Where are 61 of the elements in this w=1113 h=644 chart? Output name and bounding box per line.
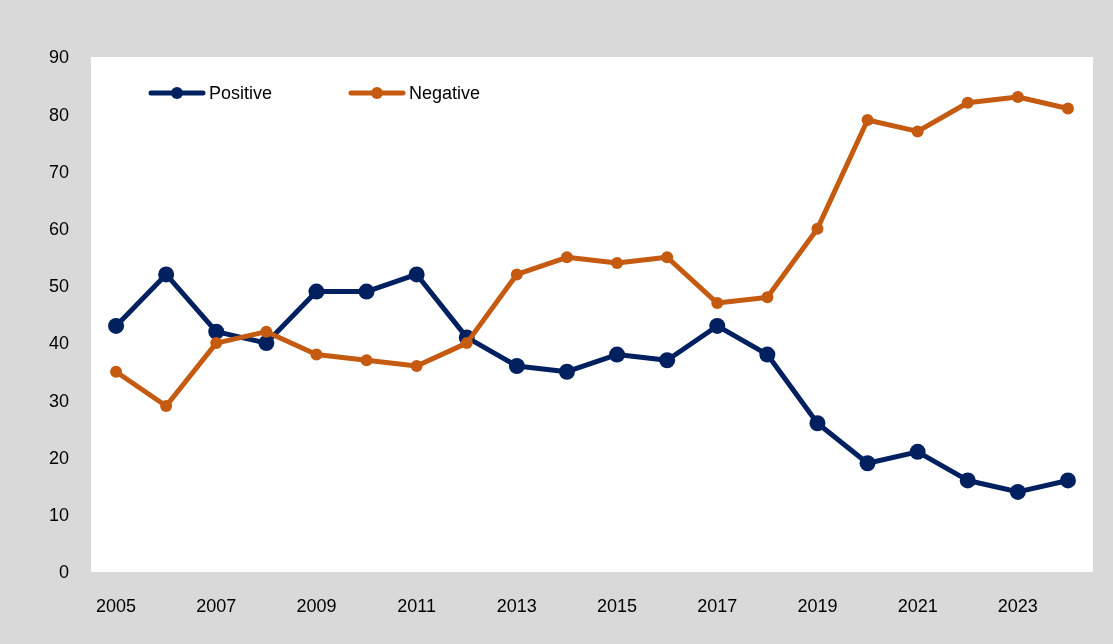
y-tick-label: 10 bbox=[48, 505, 69, 526]
point bbox=[560, 251, 573, 264]
point bbox=[611, 257, 624, 269]
y-tick-label: 0 bbox=[58, 562, 69, 583]
y-tick-label: 40 bbox=[48, 333, 69, 354]
point bbox=[408, 266, 425, 283]
point bbox=[661, 251, 674, 264]
point bbox=[158, 266, 175, 283]
point bbox=[961, 96, 974, 109]
y-tick-label: 50 bbox=[48, 276, 69, 297]
x-tick-label: 2017 bbox=[697, 596, 738, 616]
y-tick-label: 30 bbox=[48, 390, 69, 411]
point bbox=[659, 352, 676, 369]
x-tick-label: 2007 bbox=[196, 596, 237, 616]
point bbox=[108, 317, 125, 334]
point bbox=[1011, 91, 1024, 104]
x-tick-label: 2013 bbox=[496, 596, 537, 616]
point bbox=[759, 346, 776, 363]
point bbox=[811, 222, 824, 235]
point bbox=[709, 317, 726, 334]
y-tick-label: 20 bbox=[48, 447, 69, 468]
point bbox=[558, 363, 575, 380]
x-tick-label: 2019 bbox=[797, 596, 838, 616]
point bbox=[360, 354, 373, 367]
point bbox=[210, 337, 223, 350]
point bbox=[911, 125, 924, 138]
x-tick-label: 2021 bbox=[897, 596, 938, 616]
point bbox=[258, 335, 275, 352]
point bbox=[160, 400, 173, 413]
point bbox=[208, 323, 225, 340]
point bbox=[809, 415, 826, 432]
point bbox=[410, 360, 423, 372]
y-tick-label: 60 bbox=[48, 218, 69, 239]
point bbox=[510, 268, 523, 281]
point bbox=[1059, 472, 1076, 489]
point bbox=[711, 297, 724, 310]
point bbox=[859, 455, 876, 472]
legend-label: Negative bbox=[409, 83, 481, 104]
x-tick-label: 2009 bbox=[296, 596, 337, 616]
point bbox=[460, 337, 473, 350]
point bbox=[508, 358, 525, 374]
x-tick-label: 2011 bbox=[397, 596, 437, 616]
point bbox=[308, 283, 325, 300]
point bbox=[909, 443, 926, 460]
y-tick-label: 80 bbox=[48, 104, 69, 125]
y-tick-label: 90 bbox=[48, 47, 69, 68]
point bbox=[358, 283, 375, 300]
point bbox=[110, 365, 123, 378]
point bbox=[861, 113, 874, 126]
x-tick-label: 2005 bbox=[96, 596, 137, 616]
point bbox=[959, 472, 976, 489]
x-tick-label: 2015 bbox=[597, 596, 638, 616]
point bbox=[761, 291, 774, 304]
point bbox=[260, 325, 273, 338]
y-tick-label: 70 bbox=[48, 161, 69, 182]
point bbox=[310, 348, 323, 361]
point bbox=[1061, 102, 1074, 115]
x-tick-label: 2023 bbox=[997, 596, 1038, 616]
point bbox=[1009, 483, 1026, 500]
legend-label: Positive bbox=[209, 83, 273, 104]
point bbox=[609, 346, 626, 363]
